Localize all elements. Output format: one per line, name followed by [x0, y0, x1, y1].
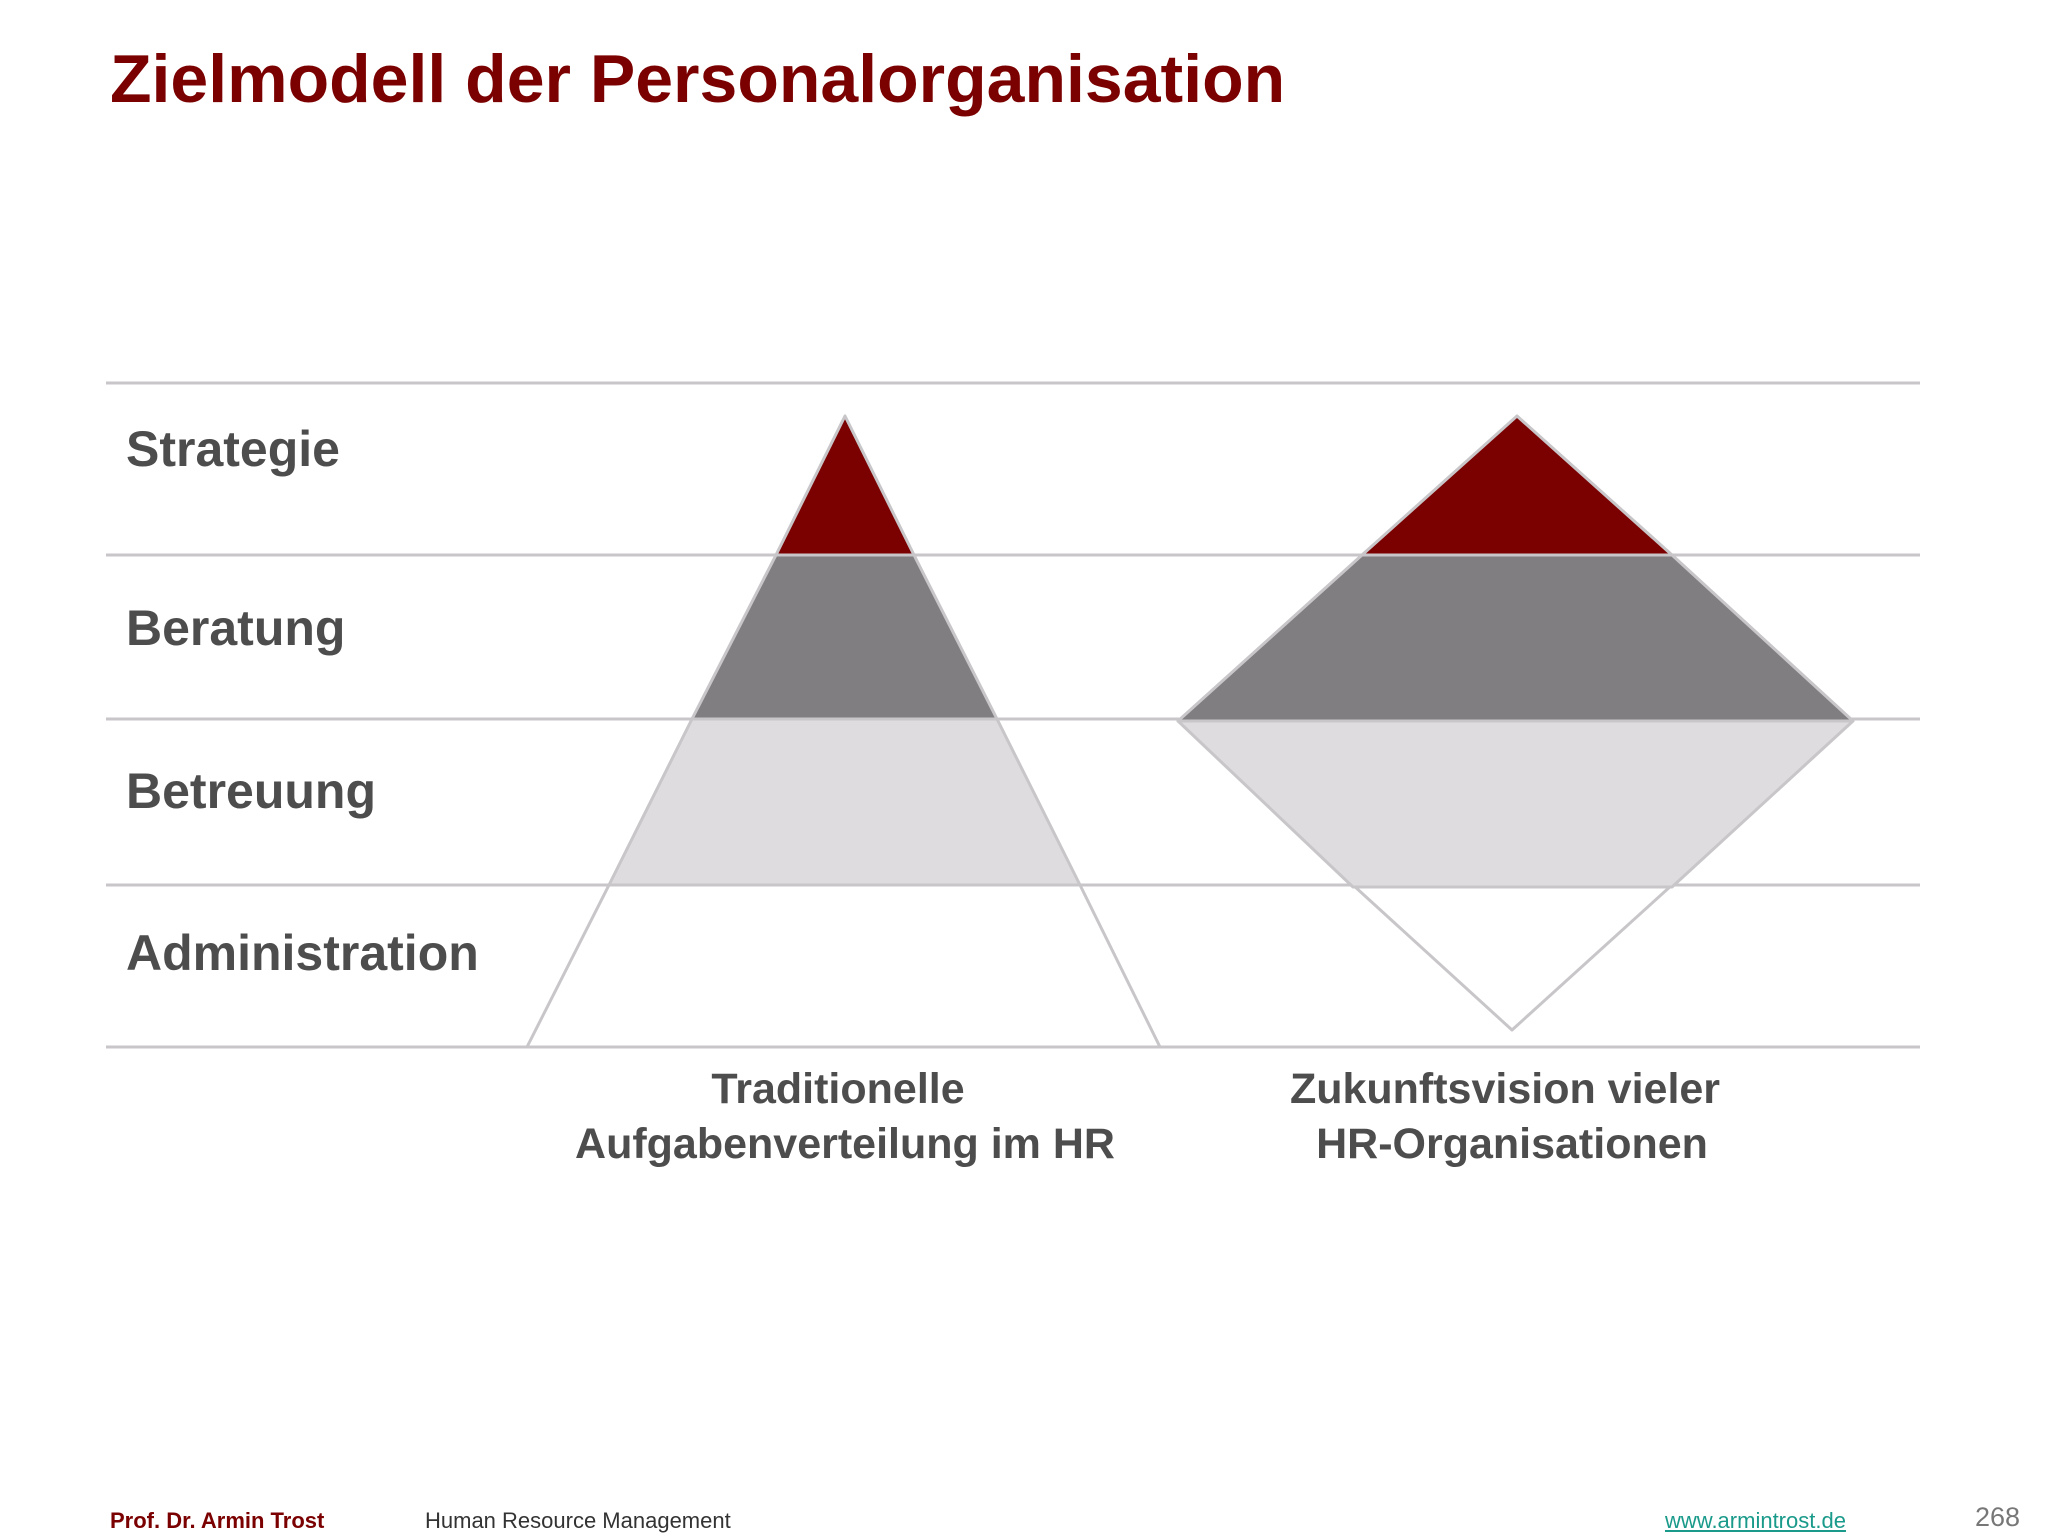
diamond-layer-administration — [1351, 883, 1674, 1032]
pyramid-layer-beratung — [690, 553, 999, 721]
diamond-layer-strategie — [1360, 414, 1674, 557]
footer-website-link[interactable]: www.armintrost.de — [1665, 1508, 1846, 1533]
caption-traditional-line1: Traditionelle — [711, 1065, 964, 1113]
level-labels: Strategie Beratung Betreuung Administrat… — [126, 421, 479, 981]
level-label-strategie: Strategie — [126, 421, 340, 477]
caption-traditional-line2: Aufgabenverteilung im HR — [575, 1120, 1115, 1168]
level-label-betreuung: Betreuung — [126, 763, 376, 819]
model-captions: Traditionelle Aufgabenverteilung im HR Z… — [575, 1065, 1720, 1168]
footer-course: Human Resource Management — [425, 1508, 731, 1533]
page-number: 268 — [1975, 1502, 2021, 1532]
level-label-beratung: Beratung — [126, 600, 345, 656]
traditional-pyramid — [525, 414, 1162, 1049]
pyramid-layer-administration — [525, 883, 1162, 1049]
diamond-layer-betreuung — [1176, 719, 1855, 889]
caption-future-line2: HR-Organisationen — [1316, 1120, 1708, 1168]
level-label-administration: Administration — [126, 925, 479, 981]
diamond-layer-beratung — [1176, 553, 1855, 723]
pyramid-layer-strategie — [774, 414, 916, 557]
slide-title: Zielmodell der Personalorganisation — [110, 41, 1286, 117]
footer-author: Prof. Dr. Armin Trost — [110, 1508, 325, 1533]
caption-future-line1: Zukunftsvision vieler — [1290, 1065, 1720, 1113]
future-diamond — [1176, 414, 1855, 1032]
pyramid-layer-betreuung — [607, 717, 1082, 887]
